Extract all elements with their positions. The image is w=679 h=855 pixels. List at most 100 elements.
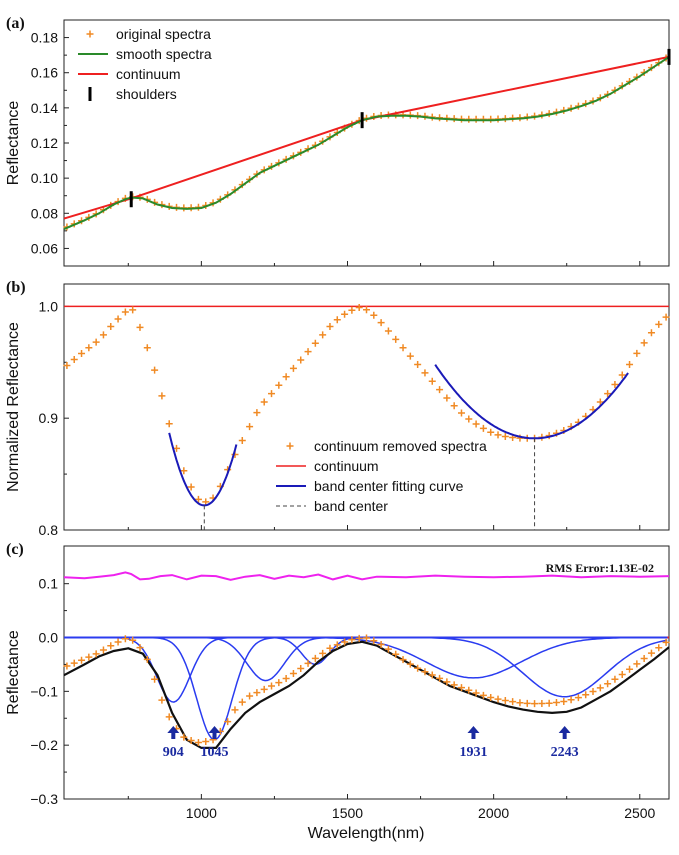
x-tick-label: 1000 bbox=[186, 805, 217, 821]
legend-entry: continuum removed spectra bbox=[314, 438, 487, 454]
continuum-removed-point bbox=[465, 415, 473, 423]
original-spectra-point bbox=[589, 688, 597, 696]
y-tick-label: 0.12 bbox=[31, 135, 58, 151]
continuum-removed-point bbox=[319, 331, 327, 339]
original-spectra-point bbox=[450, 681, 458, 689]
original-spectra-point bbox=[516, 699, 524, 707]
y-tick-label: 0.9 bbox=[39, 410, 59, 426]
y-tick-label: 0.0 bbox=[39, 630, 59, 646]
original-spectra-point bbox=[574, 694, 582, 702]
original-spectra-point bbox=[436, 674, 444, 682]
smooth-spectra-line bbox=[63, 56, 670, 231]
continuum-removed-point bbox=[626, 361, 634, 369]
continuum-removed-point bbox=[70, 355, 78, 363]
original-spectra-point bbox=[319, 649, 327, 657]
original-spectra-point bbox=[509, 698, 517, 706]
original-spectra-point bbox=[457, 684, 465, 692]
continuum-removed-point bbox=[399, 344, 407, 352]
gaussian-band-curve bbox=[64, 636, 668, 741]
original-spectra-point bbox=[326, 644, 334, 652]
legend-original-marker bbox=[86, 30, 94, 38]
original-spectra-point bbox=[545, 699, 553, 707]
y-tick-label: 0.8 bbox=[39, 522, 59, 538]
legend-entry: band center bbox=[314, 498, 388, 514]
continuum-removed-point bbox=[479, 424, 487, 432]
original-spectra-point bbox=[202, 737, 210, 745]
original-spectra-point bbox=[224, 718, 232, 726]
y-tick-label: 0.08 bbox=[31, 205, 58, 221]
original-spectra-point bbox=[384, 645, 392, 653]
y-tick-label: −0.3 bbox=[30, 791, 58, 807]
continuum-removed-point bbox=[289, 364, 297, 372]
continuum-removed-point bbox=[275, 381, 283, 389]
continuum-removed-point bbox=[85, 344, 93, 352]
continuum-removed-point bbox=[107, 322, 115, 330]
continuum-removed-point bbox=[63, 361, 71, 369]
legend-entry: continuum bbox=[116, 66, 181, 82]
continuum-removed-point bbox=[392, 335, 400, 343]
legend-entry: smooth spectra bbox=[116, 46, 212, 62]
continuum-line bbox=[63, 55, 670, 220]
continuum-removed-point bbox=[640, 339, 648, 347]
continuum-removed-point bbox=[78, 349, 86, 357]
continuum-removed-point bbox=[282, 373, 290, 381]
continuum-removed-point bbox=[151, 366, 159, 374]
continuum-removed-point bbox=[333, 316, 341, 324]
plot-frame bbox=[63, 283, 670, 531]
original-spectra-point bbox=[231, 706, 239, 714]
band-center-fit-curve bbox=[434, 364, 629, 440]
band-arrow-icon bbox=[467, 726, 480, 739]
y-tick-label: 0.14 bbox=[31, 100, 58, 116]
continuum-removed-point bbox=[165, 420, 173, 428]
original-spectra-point bbox=[406, 660, 414, 668]
continuum-removed-point bbox=[655, 320, 663, 328]
original-spectra-point bbox=[647, 649, 655, 657]
original-spectra-point bbox=[129, 636, 137, 644]
continuum-removed-point bbox=[114, 315, 122, 323]
original-spectra-point bbox=[531, 700, 539, 708]
continuum-removed-point bbox=[187, 483, 195, 491]
original-spectra-point bbox=[333, 641, 341, 649]
original-spectra-point bbox=[282, 675, 290, 683]
continuum-removed-point bbox=[428, 377, 436, 385]
continuum-removed-point bbox=[304, 348, 312, 356]
original-spectra-point bbox=[268, 682, 276, 690]
original-spectra-point bbox=[443, 678, 451, 686]
continuum-removed-point bbox=[311, 339, 319, 347]
original-spectra-point bbox=[633, 660, 641, 668]
continuum-removed-point bbox=[253, 409, 261, 417]
continuum-removed-point bbox=[99, 331, 107, 339]
continuum-removed-point bbox=[662, 313, 670, 321]
original-spectra-point bbox=[421, 668, 429, 676]
continuum-removed-point bbox=[136, 323, 144, 331]
y-tick-label: 0.18 bbox=[31, 30, 58, 46]
original-spectra-point bbox=[472, 689, 480, 697]
band-arrow-icon bbox=[167, 726, 180, 739]
continuum-removed-point bbox=[647, 329, 655, 337]
original-spectra-point bbox=[377, 641, 385, 649]
original-spectra-point bbox=[494, 695, 502, 703]
y-tick-label: −0.1 bbox=[30, 683, 58, 699]
continuum-removed-point bbox=[370, 311, 378, 319]
gaussian-band-curve bbox=[64, 636, 668, 682]
legend-entry: continuum bbox=[314, 458, 379, 474]
band-position-label: 1045 bbox=[201, 745, 229, 760]
original-spectra-point bbox=[370, 637, 378, 645]
original-spectra-point bbox=[618, 670, 626, 678]
original-spectra-point bbox=[428, 671, 436, 679]
continuum-removed-point bbox=[633, 349, 641, 357]
y-tick-label: 0.06 bbox=[31, 240, 58, 256]
band-arrow-icon bbox=[558, 726, 571, 739]
x-tick-label: 1500 bbox=[332, 805, 363, 821]
original-spectra-point bbox=[187, 736, 195, 744]
legend-entry: original spectra bbox=[116, 26, 211, 42]
continuum-removed-point bbox=[121, 308, 129, 316]
original-spectra-point bbox=[92, 650, 100, 658]
y-axis-label: Reflectance bbox=[5, 101, 22, 186]
original-spectra-point bbox=[297, 664, 305, 672]
original-spectra-point bbox=[582, 691, 590, 699]
legend-entry: shoulders bbox=[116, 86, 177, 102]
band-center-fit-curve bbox=[168, 432, 238, 507]
original-spectra-point bbox=[63, 662, 71, 670]
original-spectra-point bbox=[640, 655, 648, 663]
